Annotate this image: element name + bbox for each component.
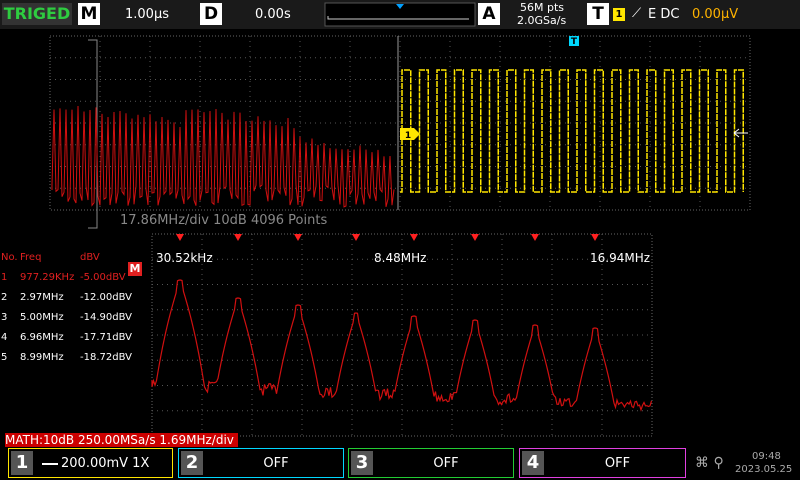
zoom-label: 8.48MHz <box>374 251 427 265</box>
channel-value: OFF <box>604 456 631 471</box>
timebase-key[interactable]: M <box>78 3 100 25</box>
peak-cell: -14.90dBV <box>80 312 132 323</box>
trigger-level: 0.00µV <box>692 7 739 22</box>
peak-cell: -18.72dBV <box>80 352 132 363</box>
channel-number: 1 <box>11 451 33 475</box>
peak-cell: -17.71dBV <box>80 332 132 343</box>
peak-cell: 8.99MHz <box>20 352 64 363</box>
peak-head-0: No. <box>1 252 18 263</box>
peak-marker <box>294 234 302 241</box>
peak-cell: 6.96MHz <box>20 332 64 343</box>
delay-key[interactable]: D <box>200 3 222 25</box>
math-marker: M <box>128 262 142 276</box>
peak-cell: -5.00dBV <box>80 272 126 283</box>
status: TRIGED <box>2 3 72 25</box>
channel-value: OFF <box>263 456 289 471</box>
channel-marker-box <box>400 128 420 140</box>
trigger-mode: E DC <box>648 7 680 22</box>
peak-head-2: dBV <box>80 252 100 263</box>
peak-cell: 4 <box>1 332 8 343</box>
fft-wave <box>51 106 395 208</box>
thumb-wave <box>327 16 469 20</box>
peak-head-1: Freq <box>20 252 42 263</box>
peak-cell: 2.97MHz <box>20 292 64 303</box>
peak-marker <box>176 234 184 241</box>
zoom-label: 30.52kHz <box>156 251 213 265</box>
timebase-value[interactable]: 1.00µs <box>125 7 169 22</box>
trigger-slope: ⟋ <box>632 6 642 21</box>
delay-value[interactable]: 0.00s <box>255 7 291 22</box>
clock-date: 2023.05.25 <box>735 464 793 475</box>
acq-rate: 2.0GSa/s <box>517 14 567 27</box>
peak-marker <box>352 234 360 241</box>
thumb-pointer <box>396 4 404 9</box>
trigger-marker: T <box>571 37 578 47</box>
channel-4[interactable]: 4 OFF <box>519 448 686 478</box>
peak-cell: 977.29KHz <box>20 272 75 283</box>
peak-cell: 5.00MHz <box>20 312 64 323</box>
spectrum <box>151 279 653 412</box>
level-marker <box>733 128 748 138</box>
channel-2[interactable]: 2 OFF <box>178 448 344 478</box>
math-info[interactable]: MATH:10dB 250.00MSa/s 1.69MHz/div <box>5 433 238 447</box>
peak-cell: 2 <box>1 292 8 303</box>
channel-1[interactable]: 1 200.00mV 1X <box>8 448 173 478</box>
grid-frame <box>49 35 751 211</box>
trigger-channel: 1 <box>613 8 625 21</box>
trigger-marker-box <box>569 36 579 46</box>
peak-cell: 1 <box>1 272 8 283</box>
peak-marker <box>531 234 539 241</box>
channel-3[interactable]: 3 OFF <box>348 448 514 478</box>
peak-marker <box>410 234 418 241</box>
zoom-label: 16.94MHz <box>590 251 651 265</box>
channel-number: 2 <box>181 451 203 475</box>
channel-value: OFF <box>433 456 459 471</box>
peak-marker <box>591 234 599 241</box>
channel-value: 200.00mV 1X <box>61 456 150 471</box>
trigger-key[interactable]: T <box>587 3 609 25</box>
coupling-icon <box>42 463 58 465</box>
peak-cell: 3 <box>1 312 8 323</box>
acq-key[interactable]: A <box>478 3 500 25</box>
acq-points: 56M pts <box>520 1 565 14</box>
network-icon: ⌘ ⚲ <box>695 455 724 471</box>
peak-cell: 5 <box>1 352 8 363</box>
peak-cell: -12.00dBV <box>80 292 132 303</box>
memory-thumb <box>324 2 476 27</box>
channel-number: 3 <box>351 451 373 475</box>
fft-overlay: 17.86MHz/div 10dB 4096 Points <box>120 213 328 228</box>
peak-marker <box>234 234 242 241</box>
channel-marker: 1 <box>405 131 411 141</box>
clock-time: 09:48 <box>752 451 781 462</box>
peak-marker <box>471 234 479 241</box>
ch1-wave <box>400 69 744 193</box>
channel-number: 4 <box>522 451 544 475</box>
